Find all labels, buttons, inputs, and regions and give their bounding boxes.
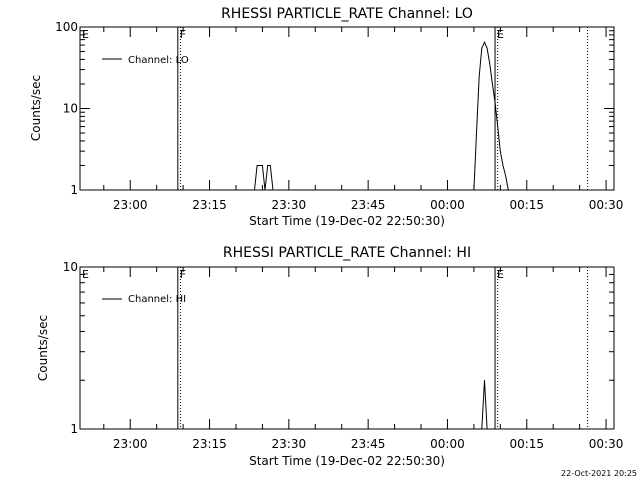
y-tick-label: 100 xyxy=(55,20,78,34)
x-tick-label: 23:30 xyxy=(272,437,307,451)
x-tick-label: 23:00 xyxy=(113,437,148,451)
y-tick-label: 1 xyxy=(70,183,78,197)
x-tick-label: 00:30 xyxy=(589,437,624,451)
panel-hi: RHESSI PARTICLE_RATE Channel: HI 1 10 23:0… xyxy=(36,245,623,468)
x-axis-label-hi: Start Time (19-Dec-02 22:50:30) xyxy=(249,454,445,468)
panel-lo: RHESSI PARTICLE_RATE Channel: LO 1 10 100 2… xyxy=(29,6,623,228)
plot-frame-hi xyxy=(79,266,615,430)
x-tick-label: 00:30 xyxy=(589,198,624,212)
y-tick-label: 1 xyxy=(70,422,78,436)
footer-timestamp: 22-Oct-2021 20:25 xyxy=(561,469,637,478)
x-axis-label-lo: Start Time (19-Dec-02 22:50:30) xyxy=(249,214,445,228)
chart-title-lo: RHESSI PARTICLE_RATE Channel: LO xyxy=(221,6,473,22)
data-series-hi xyxy=(481,380,488,430)
y-axis-label-lo: Counts/sec xyxy=(29,75,43,141)
x-tick-label: 00:00 xyxy=(430,198,465,212)
legend-label-lo: Channel: LO xyxy=(128,55,189,66)
data-series-lo xyxy=(254,40,511,191)
chart-title-hi: RHESSI PARTICLE_RATE Channel: HI xyxy=(223,245,471,261)
event-marker-label: E xyxy=(497,268,504,281)
x-tick-label: 23:15 xyxy=(192,437,227,451)
y-tick-label: 10 xyxy=(63,260,78,274)
y-tick-label: 10 xyxy=(63,102,78,116)
legend-label-hi: Channel: HI xyxy=(128,294,186,305)
event-marker-label: F xyxy=(180,28,186,41)
x-tick-label: 23:45 xyxy=(351,198,386,212)
x-tick-label: 00:15 xyxy=(509,437,544,451)
event-marker-label: E xyxy=(82,268,89,281)
x-tick-label: 23:30 xyxy=(272,198,307,212)
event-marker-label: E xyxy=(82,28,89,41)
x-tick-label: 23:00 xyxy=(113,198,148,212)
x-tick-label: 00:15 xyxy=(509,198,544,212)
event-marker-label: E xyxy=(497,28,504,41)
y-axis-label-hi: Counts/sec xyxy=(36,315,50,381)
x-tick-label: 23:15 xyxy=(192,198,227,212)
event-marker-label: F xyxy=(180,268,186,281)
x-tick-label: 23:45 xyxy=(351,437,386,451)
x-tick-label: 00:00 xyxy=(430,437,465,451)
